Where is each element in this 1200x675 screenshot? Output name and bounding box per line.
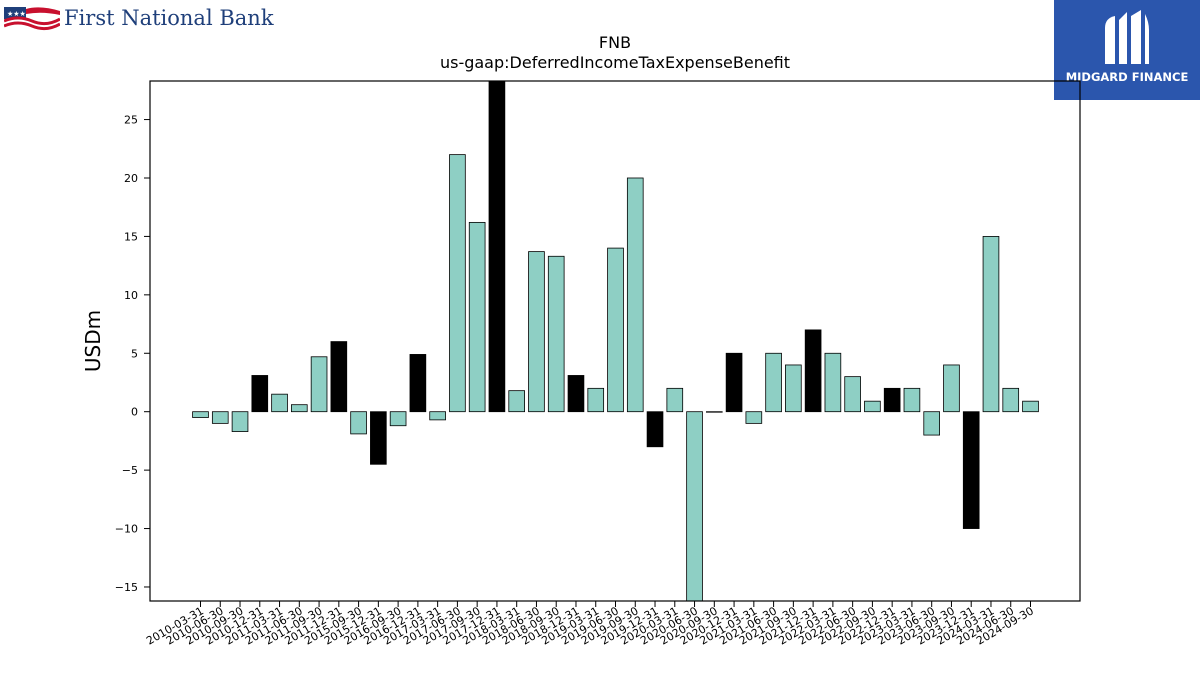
bar-2011-12-31: [330, 341, 348, 413]
bar-2021-09-30: [785, 364, 802, 413]
bar-2020-06-30: [686, 411, 703, 602]
bar-2018-06-30: [528, 251, 545, 413]
midgard-monogram-icon: [1105, 10, 1149, 64]
bar-2021-03-31: [745, 411, 763, 424]
bar-2010-06-30: [211, 411, 229, 424]
bar-2010-09-30: [231, 411, 249, 432]
flag-eagle-icon: ★★★: [4, 7, 60, 31]
y-tick-label: 0: [131, 406, 138, 419]
bar-2011-09-30: [310, 356, 328, 413]
bar-2020-03-31: [666, 387, 684, 413]
bar-2023-12-31: [962, 411, 980, 529]
bar-2019-03-31: [587, 387, 605, 413]
y-axis-label: USDm: [81, 310, 105, 372]
bar-2011-06-30: [290, 404, 308, 413]
bar-2018-09-30: [547, 255, 565, 413]
y-tick-label: 20: [124, 172, 138, 185]
bars-group: [192, 80, 1039, 602]
y-tick-label: −10: [115, 523, 138, 536]
bar-2017-12-31: [488, 80, 506, 413]
y-tick-label: 5: [131, 347, 138, 360]
bar-2024-03-31: [982, 236, 1000, 413]
y-axis: −15 −10 −5 0 5 10 15 20 25: [115, 114, 150, 594]
chart-subtitle: us-gaap:DeferredIncomeTaxExpenseBenefit: [440, 53, 790, 72]
bar-2020-09-30: [706, 411, 723, 413]
bar-2017-09-30: [468, 221, 486, 413]
bar-2019-09-30: [626, 177, 644, 413]
x-axis: 2010-03-312010-06-302010-09-302010-12-31…: [144, 601, 1036, 648]
bar-2011-03-31: [271, 393, 288, 413]
bar-2018-03-31: [508, 390, 526, 413]
bar-2023-03-31: [903, 387, 921, 413]
bar-2022-12-31: [883, 387, 901, 413]
y-tick-label: 10: [124, 289, 138, 302]
first-national-bank-logo: ★★★ First National Bank: [4, 4, 274, 32]
bar-2017-03-31: [429, 411, 446, 421]
bar-2022-06-30: [844, 376, 861, 413]
y-tick-label: 15: [124, 230, 138, 243]
bar-2021-12-31: [804, 329, 822, 413]
svg-text:★★★: ★★★: [7, 10, 26, 18]
left-logo-text: First National Bank: [64, 6, 274, 30]
y-tick-label: −5: [122, 464, 138, 477]
bar-2016-09-30: [389, 411, 407, 427]
bar-2018-12-31: [567, 375, 585, 413]
bar-2020-12-31: [725, 352, 743, 413]
bar-2010-12-31: [251, 375, 269, 413]
bar-2019-06-30: [607, 247, 624, 413]
bar-2015-12-31: [370, 411, 387, 465]
y-tick-label: −15: [115, 581, 138, 594]
bar-2023-06-30: [923, 411, 940, 436]
bar-2022-09-30: [864, 400, 881, 413]
y-tick-label: 25: [124, 114, 138, 127]
bar-2015-09-30: [350, 411, 367, 435]
chart-title: FNB: [599, 33, 631, 52]
bar-2010-03-31: [192, 411, 209, 418]
bar-2024-09-30: [1022, 400, 1039, 413]
bar-2022-03-31: [824, 352, 842, 413]
bar-2023-09-30: [943, 364, 960, 413]
bar-2021-06-30: [765, 352, 782, 413]
right-logo-text: MIDGARD FINANCE: [1065, 70, 1189, 84]
bar-2019-12-31: [646, 411, 664, 448]
midgard-finance-logo: MIDGARD FINANCE: [1054, 0, 1200, 100]
bar-2017-06-30: [449, 154, 466, 413]
bar-2024-06-30: [1002, 387, 1020, 413]
bar-2016-12-31: [409, 354, 427, 413]
